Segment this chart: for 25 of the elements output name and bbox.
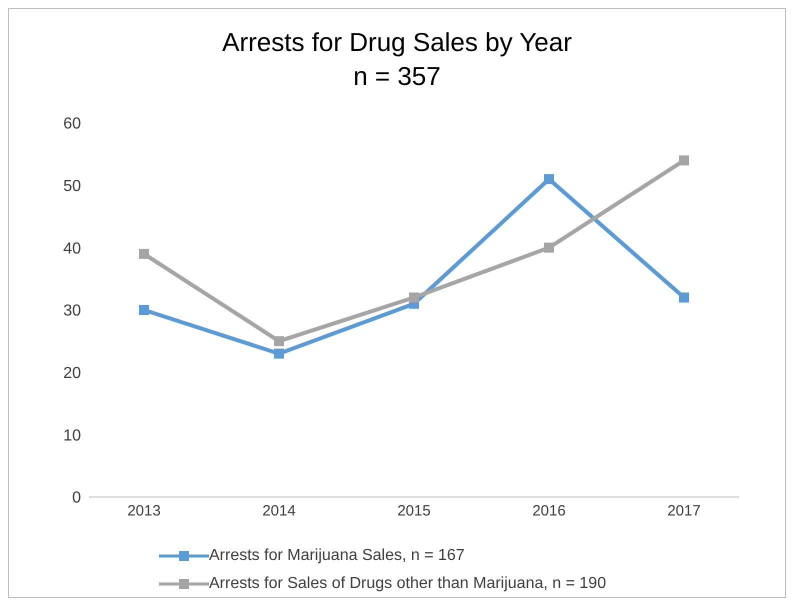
point bbox=[544, 174, 554, 184]
point bbox=[679, 155, 689, 166]
y-tick-label: 10 bbox=[63, 427, 82, 444]
y-tick-label: 30 bbox=[63, 302, 82, 320]
x-tick-label: 2014 bbox=[262, 502, 296, 520]
legend-label: Arrests for Marijuana Sales, n = 167 bbox=[209, 547, 465, 565]
y-tick-label: 20 bbox=[63, 365, 82, 382]
point bbox=[274, 348, 284, 359]
point bbox=[544, 242, 554, 253]
legend-label: Arrests for Sales of Drugs other than Marijuana, n = 190 bbox=[209, 575, 606, 593]
point bbox=[139, 305, 149, 315]
x-tick-label: 2016 bbox=[532, 502, 566, 520]
point bbox=[139, 248, 149, 259]
x-tick-label: 2015 bbox=[397, 502, 431, 520]
x-tick-label: 2017 bbox=[667, 502, 701, 520]
x-tick-label: 2013 bbox=[127, 502, 161, 520]
chart-subtitle: n = 357 bbox=[352, 60, 442, 93]
y-tick-label: 40 bbox=[63, 240, 82, 258]
point bbox=[679, 292, 689, 303]
point bbox=[274, 336, 284, 346]
y-tick-label: 50 bbox=[63, 178, 82, 196]
y-tick-label: 0 bbox=[72, 490, 82, 507]
point bbox=[409, 292, 419, 303]
chart-title: Arrests for Drug Sales by Year bbox=[221, 26, 573, 59]
y-tick-label: 60 bbox=[63, 116, 82, 133]
